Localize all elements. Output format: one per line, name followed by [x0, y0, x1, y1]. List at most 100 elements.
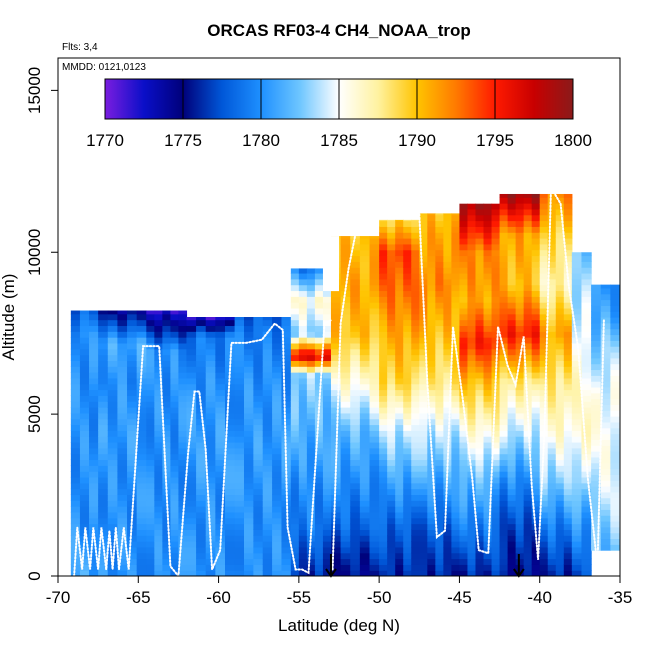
heatmap-cell [387, 488, 396, 496]
heatmap-cell [136, 511, 147, 519]
heatmap-cell [507, 307, 517, 315]
heatmap-cell [79, 523, 90, 530]
heatmap-cell [107, 395, 119, 402]
heatmap-cell [483, 360, 493, 367]
heatmap-cell [467, 407, 477, 414]
heatmap-cell [234, 441, 245, 449]
heatmap-cell [70, 494, 81, 501]
heatmap-cell [507, 558, 517, 565]
heatmap-cell [330, 535, 342, 542]
heatmap-cell [451, 278, 461, 286]
heatmap-cell [591, 284, 602, 289]
heatmap-cell [146, 377, 155, 385]
heatmap-cell [403, 471, 412, 478]
heatmap-cell [369, 360, 380, 367]
heatmap-cell [571, 407, 583, 414]
heatmap-cell [340, 377, 351, 385]
heatmap-cell [443, 377, 452, 385]
heatmap-cell [387, 372, 396, 379]
heatmap-cell [146, 319, 155, 327]
heatmap-cell [507, 366, 517, 373]
heatmap-cell [600, 491, 611, 499]
heatmap-cell [340, 238, 351, 245]
heatmap-cell [515, 535, 525, 542]
heatmap-cell [234, 436, 245, 443]
heatmap-cell [581, 307, 592, 315]
x-tick-label: -50 [367, 588, 392, 607]
heatmap-cell [499, 511, 509, 519]
heatmap-cell [571, 267, 583, 274]
heatmap-cell [419, 418, 428, 426]
heatmap-cell [306, 494, 316, 501]
heatmap-cell [306, 424, 316, 431]
heatmap-cell [610, 468, 620, 475]
heatmap-cell [262, 331, 273, 338]
heatmap-cell [107, 331, 119, 338]
heatmap-cell [499, 418, 509, 426]
heatmap-cell [281, 389, 292, 396]
heatmap-cell [491, 220, 501, 227]
heatmap-cell [539, 238, 549, 245]
heatmap-cell [146, 436, 155, 443]
heatmap-cell [547, 278, 557, 286]
heatmap-cell [89, 337, 99, 344]
heatmap-cell [581, 255, 592, 262]
heatmap-cell [459, 272, 469, 280]
heatmap-cell [403, 372, 412, 379]
heatmap-cell [531, 523, 541, 530]
heatmap-cell [224, 506, 236, 513]
heatmap-cell [523, 441, 533, 449]
heatmap-cell [507, 471, 517, 478]
heatmap-cell [359, 558, 371, 565]
heatmap-cell [515, 401, 525, 408]
heatmap-cell [403, 337, 412, 344]
heatmap-cell [427, 319, 436, 327]
heatmap-cell [555, 232, 565, 239]
heatmap-cell [290, 465, 300, 472]
heatmap-cell [314, 517, 324, 525]
heatmap-cell [98, 436, 109, 443]
heatmap-cell [146, 541, 155, 548]
heatmap-cell [359, 307, 371, 315]
heatmap-cell [571, 319, 583, 327]
heatmap-cell [170, 500, 180, 507]
heatmap-cell [539, 214, 549, 222]
heatmap-cell [395, 331, 404, 338]
heatmap-cell [79, 511, 90, 519]
heatmap-cell [379, 249, 388, 257]
heatmap-cell [298, 552, 308, 560]
heatmap-cell [435, 278, 444, 286]
heatmap-cell [591, 468, 602, 475]
heatmap-cell [499, 395, 509, 402]
heatmap-cell [340, 552, 351, 560]
heatmap-cell [523, 354, 533, 361]
heatmap-cell [581, 319, 592, 327]
heatmap-cell [98, 418, 109, 426]
heatmap-cell [475, 558, 485, 565]
heatmap-cell [290, 447, 300, 455]
heatmap-cell [379, 220, 388, 227]
heatmap-cell [253, 535, 264, 542]
heatmap-cell [359, 243, 371, 251]
heatmap-cell [224, 447, 236, 455]
heatmap-cell [499, 383, 509, 391]
heatmap-cell [467, 436, 477, 443]
heatmap-cell [531, 214, 541, 222]
heatmap-cell [330, 564, 342, 571]
heatmap-cell [262, 317, 273, 321]
heatmap-cell [499, 197, 509, 204]
heatmap-cell [395, 535, 404, 542]
heatmap-cell [600, 544, 611, 551]
heatmap-cell [531, 570, 541, 576]
heatmap-cell [539, 220, 549, 227]
heatmap-cell [146, 453, 155, 461]
heatmap-cell [600, 439, 611, 446]
heatmap-cell [483, 558, 493, 565]
heatmap-cell [443, 278, 452, 286]
heatmap-cell [359, 296, 371, 303]
heatmap-cell [483, 337, 493, 344]
heatmap-cell [314, 302, 324, 309]
heatmap-cell [154, 511, 163, 519]
heatmap-cell [340, 383, 351, 391]
heatmap-cell [531, 407, 541, 414]
